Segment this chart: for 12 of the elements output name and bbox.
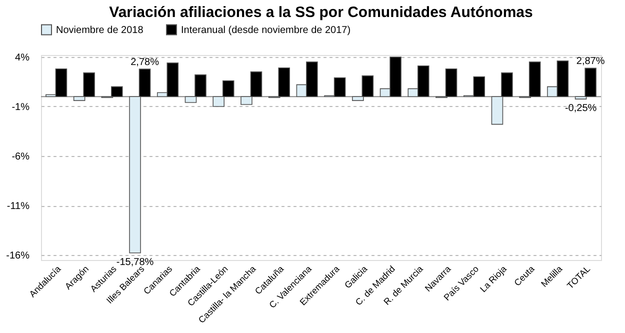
data-label: -0,25% bbox=[564, 103, 597, 114]
y-tick-label: -6% bbox=[12, 152, 30, 163]
y-tick-label: 4% bbox=[15, 52, 30, 64]
data-label: 2,78% bbox=[130, 57, 160, 68]
chart-title: Variación afiliaciones a la SS por Comunidades Autónomas bbox=[109, 4, 533, 21]
y-tick-label: -16% bbox=[6, 250, 30, 262]
legend-label: Noviembre de 2018 bbox=[56, 24, 144, 36]
data-label: -15,78% bbox=[116, 256, 154, 268]
legend-label: Interanual (desde noviembre de 2017) bbox=[181, 24, 351, 36]
y-tick-label: -11% bbox=[6, 201, 30, 212]
data-label: 2,87% bbox=[576, 56, 605, 68]
y-tick-label: -1% bbox=[12, 102, 30, 113]
